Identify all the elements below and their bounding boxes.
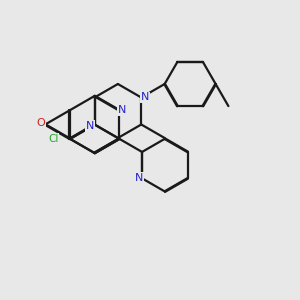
Text: Cl: Cl: [48, 134, 58, 144]
Text: O: O: [36, 118, 45, 128]
Text: N: N: [117, 105, 126, 115]
Text: N: N: [141, 92, 149, 103]
Text: N: N: [86, 121, 94, 131]
Text: N: N: [135, 173, 143, 183]
